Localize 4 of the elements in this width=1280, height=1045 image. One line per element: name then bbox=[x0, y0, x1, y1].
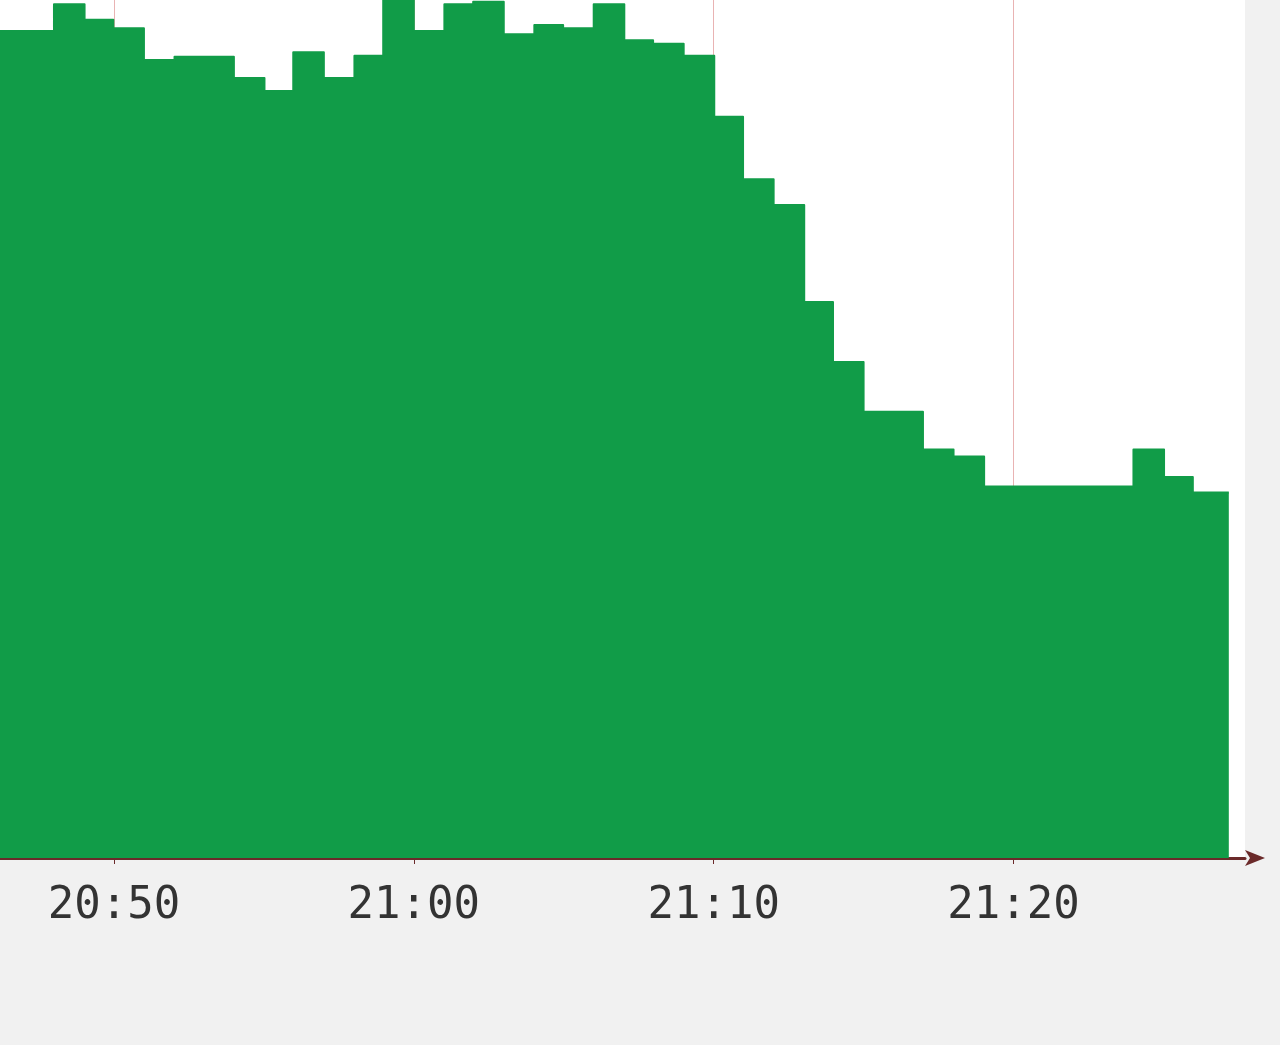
x-tick-label: 21:20 bbox=[947, 876, 1080, 928]
x-tick-label: 20:50 bbox=[47, 876, 181, 928]
x-tick-label: 21:10 bbox=[647, 876, 780, 928]
x-tick-label: 21:00 bbox=[347, 876, 481, 928]
